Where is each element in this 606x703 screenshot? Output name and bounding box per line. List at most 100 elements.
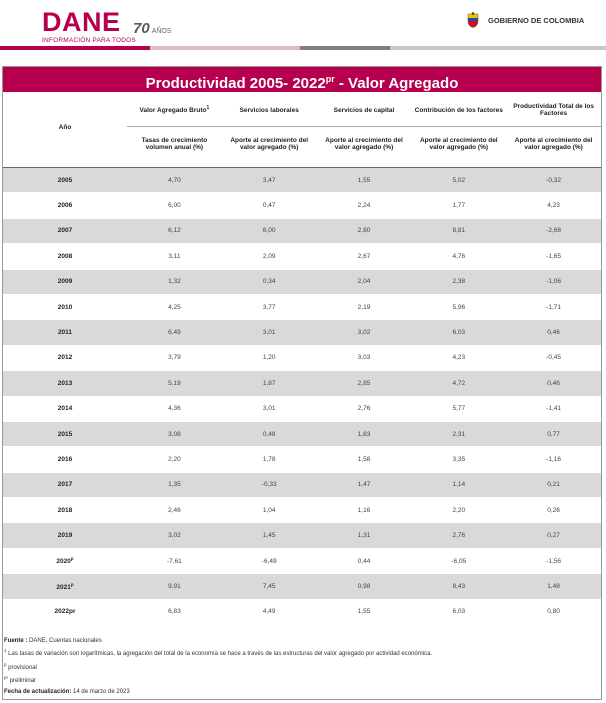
- value-cell: 1,55: [316, 167, 412, 194]
- value-cell: 5,19: [127, 370, 222, 397]
- value-cell: 1,14: [411, 472, 507, 499]
- value-cell: -1,41: [506, 396, 601, 422]
- anniversary-logo: 70 AÑOS: [133, 20, 172, 37]
- header-stripe: [390, 46, 606, 50]
- value-cell: 2,76: [411, 522, 507, 549]
- value-cell: 1,35: [127, 472, 222, 499]
- table-body: 2005 4,70 3,47 1,55 5,02 -0,32 2006 6,00 0,47 2,2…: [3, 167, 601, 626]
- value-cell: 3,11: [127, 243, 222, 270]
- table-row: 2016 2,20 1,78 1,58 3,35 -1,16: [3, 446, 601, 473]
- header-stripe: [0, 46, 150, 50]
- footnote-provisional: p provisional: [4, 661, 37, 671]
- value-cell: -1,06: [506, 269, 601, 295]
- value-cell: 4,49: [221, 599, 317, 626]
- value-cell: 1,78: [221, 446, 317, 473]
- value-cell: 6,83: [127, 599, 222, 626]
- government-logo[interactable]: GOBIERNO DE COLOMBIA: [466, 12, 584, 28]
- value-cell: 4,23: [411, 345, 507, 372]
- anniversary-word: AÑOS: [151, 28, 172, 35]
- value-cell: 1,45: [221, 522, 317, 549]
- value-cell: 6,49: [127, 319, 222, 346]
- value-cell: 3,03: [316, 345, 412, 372]
- value-cell: 6,12: [127, 218, 222, 245]
- column-group-header: Servicios de capital: [316, 94, 412, 127]
- value-cell: 7,45: [221, 573, 317, 600]
- value-cell: 0,77: [506, 421, 601, 448]
- value-cell: -1,16: [506, 446, 601, 473]
- header-divider: [3, 161, 601, 168]
- value-cell: 5,77: [411, 396, 507, 422]
- value-cell: 1,16: [316, 497, 412, 524]
- footnote-preliminary: pr preliminar: [4, 675, 37, 685]
- value-cell: 3,79: [127, 345, 222, 372]
- title-text: Productividad 2005- 2022: [145, 75, 326, 92]
- year-cell: 2013: [3, 370, 127, 397]
- value-cell: 2,80: [316, 218, 412, 245]
- table-row: 2022pr 6,83 4,49 1,55 6,03 0,80: [3, 599, 601, 626]
- table-row: 2019 3,02 1,45 1,31 2,76 0,27: [3, 522, 601, 549]
- year-cell: 2012: [3, 345, 127, 372]
- value-cell: -1,71: [506, 294, 601, 321]
- value-cell: 3,02: [316, 319, 412, 346]
- table-row: 2013 5,19 1,87 2,85 4,72 0,46: [3, 370, 601, 397]
- footnotes: Fuente : DANE, Cuentas nacionales 1 Las …: [4, 636, 600, 697]
- table-row: 2015 3,08 0,48 1,83 2,31 0,77: [3, 421, 601, 448]
- column-group-header: Productividad Total de los Factores: [506, 94, 601, 127]
- column-subheader: Aporte al crecimiento del valor agregado…: [325, 137, 403, 151]
- value-cell: -6,05: [411, 548, 507, 575]
- value-cell: 0,46: [506, 370, 601, 397]
- value-cell: 4,23: [506, 192, 601, 219]
- value-cell: 3,77: [221, 294, 317, 321]
- table-row: 2012 3,79 1,20 3,03 4,23 -0,45: [3, 345, 601, 372]
- year-column-header: Año: [58, 124, 72, 131]
- column-subheader: Aporte al crecimiento del valor agregado…: [419, 137, 498, 151]
- year-cell: 2020p: [3, 548, 127, 575]
- year-cell: 2008: [3, 243, 127, 270]
- year-cell: 2022pr: [3, 599, 127, 626]
- title-suffix: - Valor Agregado: [334, 75, 459, 92]
- value-cell: -1,65: [506, 243, 601, 270]
- value-cell: -0,45: [506, 345, 601, 372]
- value-cell: 2,20: [411, 497, 507, 524]
- table-frame: [2, 66, 602, 700]
- year-cell: 2014: [3, 396, 127, 422]
- year-cell: 2010: [3, 294, 127, 321]
- value-cell: 4,76: [411, 243, 507, 270]
- value-cell: 2,46: [127, 497, 222, 524]
- footnote-1: 1 Las tasas de variación son logarítmica…: [4, 648, 433, 658]
- year-cell: 2011: [3, 319, 127, 346]
- value-cell: -0,33: [221, 472, 317, 499]
- value-cell: 4,36: [127, 396, 222, 422]
- header-stripe: [150, 46, 300, 50]
- value-cell: 1,55: [316, 599, 412, 626]
- value-cell: 6,00: [127, 192, 222, 219]
- year-cell: 2007: [3, 218, 127, 245]
- table-row: 2005 4,70 3,47 1,55 5,02 -0,32: [3, 167, 601, 194]
- value-cell: -7,61: [127, 548, 222, 575]
- value-cell: 2,85: [316, 370, 412, 397]
- table-row: 2006 6,00 0,47 2,24 1,77 4,23: [3, 192, 601, 219]
- value-cell: 3,08: [127, 421, 222, 448]
- table-row: 2008 3,11 2,09 2,67 4,76 -1,65: [3, 243, 601, 270]
- value-cell: 2,76: [316, 396, 412, 422]
- value-cell: 6,03: [411, 599, 507, 626]
- year-cell: 2006: [3, 192, 127, 219]
- value-cell: 9,91: [127, 573, 222, 600]
- value-cell: 8,43: [411, 573, 507, 600]
- table-row: 2010 4,25 3,77 2,19 5,96 -1,71: [3, 294, 601, 321]
- table-row: 2011 6,49 3,01 3,02 6,03 0,46: [3, 319, 601, 346]
- value-cell: -6,49: [221, 548, 317, 575]
- year-cell: 2021p: [3, 573, 127, 600]
- year-cell: 2017: [3, 472, 127, 499]
- value-cell: 2,09: [221, 243, 317, 270]
- value-cell: 2,19: [316, 294, 412, 321]
- dane-logo[interactable]: DANE INFORMACIÓN PARA TODOS: [42, 9, 136, 45]
- table-row: 2009 1,32 0,34 2,04 2,38 -1,06: [3, 269, 601, 295]
- value-cell: 3,01: [221, 319, 317, 346]
- column-group-header: Servicios laborales: [221, 94, 317, 127]
- value-cell: -2,68: [506, 218, 601, 245]
- year-cell: 2016: [3, 446, 127, 473]
- government-name: GOBIERNO DE COLOMBIA: [488, 15, 585, 25]
- value-cell: 0,80: [506, 599, 601, 626]
- value-cell: 0,47: [221, 192, 317, 219]
